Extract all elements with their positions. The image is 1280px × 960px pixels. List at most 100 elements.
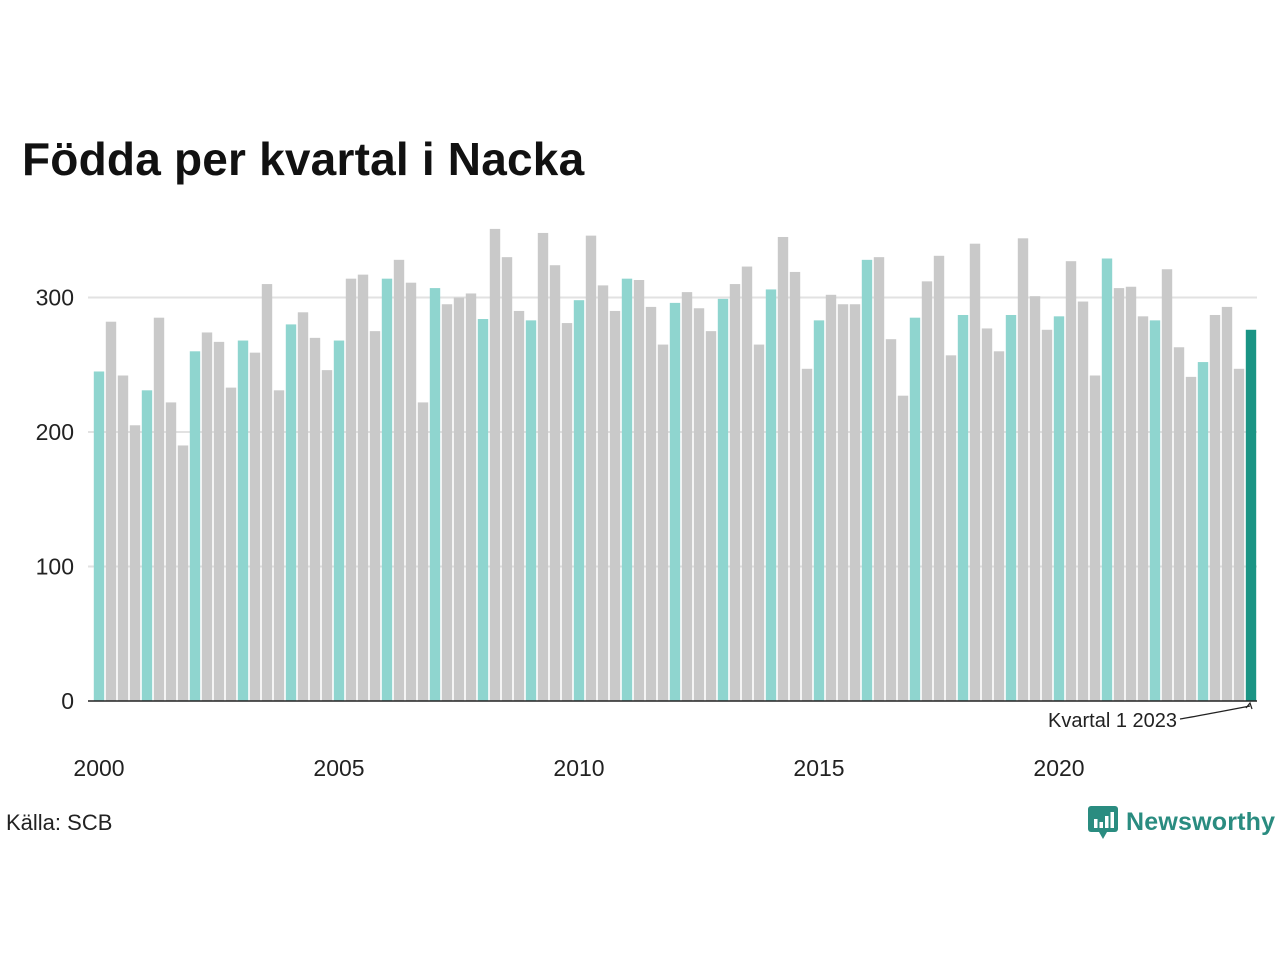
x-tick-label: 2015 [793,755,844,781]
bar [873,257,885,701]
bar [669,302,681,701]
bar [153,317,165,701]
bar [1077,301,1089,701]
bar [705,331,717,702]
bar [1137,316,1149,701]
bar [1029,296,1041,701]
axes: 0 100 200 300 2000 2005 2010 2015 2020 [36,285,1257,781]
bar [537,232,549,701]
bar [321,370,333,701]
bar [909,317,921,701]
bar [681,292,693,701]
bar [561,323,573,701]
source-label: Källa: SCB [6,810,113,835]
x-tick-label: 2020 [1033,755,1084,781]
bar [837,304,849,701]
bar [237,340,249,701]
bar [465,293,477,701]
bar [1185,376,1197,701]
bar [789,271,801,701]
bar [213,341,225,701]
bar [1209,314,1221,701]
bar [249,352,261,701]
newsworthy-logo[interactable]: Newsworthy [1088,804,1275,840]
bar [441,304,453,701]
bar [1017,238,1029,701]
bar [381,278,393,701]
x-tick-label: 2005 [313,755,364,781]
bar [1221,306,1233,701]
bar [189,351,201,701]
annotation-arrow [1179,705,1251,720]
annotation-group: Kvartal 1 2023 [1048,701,1253,732]
bar [501,257,513,701]
bar [597,285,609,701]
bar [885,339,897,701]
bar [453,297,465,701]
bar [753,344,765,701]
bar [309,337,321,701]
y-tick-label: 300 [36,285,74,311]
bar [333,340,345,701]
bar [1065,261,1077,701]
y-tick-label: 200 [36,419,74,445]
bar [1161,269,1173,701]
brand-name: Newsworthy [1126,807,1276,836]
bar [693,308,705,701]
bar [813,320,825,701]
bar [585,235,597,701]
bar [657,344,669,701]
bar [765,289,777,701]
bar [849,304,861,701]
annotation-arrowhead [1245,701,1253,710]
bar [93,371,105,701]
bar [117,375,129,701]
bar [129,425,141,701]
bars [93,228,1257,702]
y-tick-label: 0 [61,688,74,714]
bar [201,332,213,701]
bar [1233,368,1245,701]
bar [729,284,741,701]
bar [1101,258,1113,701]
bar [357,274,369,701]
bar [165,402,177,701]
bar [897,395,909,701]
bar [477,319,489,701]
bar [417,402,429,701]
bar [261,284,273,701]
bar [969,243,981,701]
bar [957,314,969,701]
bar [1113,288,1125,701]
bar [297,312,309,701]
bar [393,259,405,701]
bar [513,310,525,701]
bar [1005,314,1017,701]
bar-chart: 0 100 200 300 2000 2005 2010 2015 2020 Kvartal 1… [36,228,1257,781]
bar [921,281,933,701]
y-tick-label: 100 [36,554,74,580]
bar [717,298,729,701]
bar [1149,320,1161,701]
newsworthy-chart-icon [1088,806,1118,839]
bar [645,306,657,701]
chart-title: Födda per kvartal i Nacka [22,133,585,185]
bar [777,236,789,702]
bar [993,351,1005,701]
bar [369,331,381,702]
bar [489,228,501,701]
bar [621,278,633,701]
bar [633,280,645,701]
bar [981,328,993,701]
annotation-label: Kvartal 1 2023 [1048,710,1177,732]
bar [609,310,621,701]
bar [1197,362,1209,701]
bar [285,324,297,701]
bar [429,288,441,701]
bar [1173,347,1185,701]
bar [105,321,117,701]
bar [741,266,753,701]
bar [549,265,561,701]
x-tick-label: 2010 [553,755,604,781]
bar [945,355,957,701]
